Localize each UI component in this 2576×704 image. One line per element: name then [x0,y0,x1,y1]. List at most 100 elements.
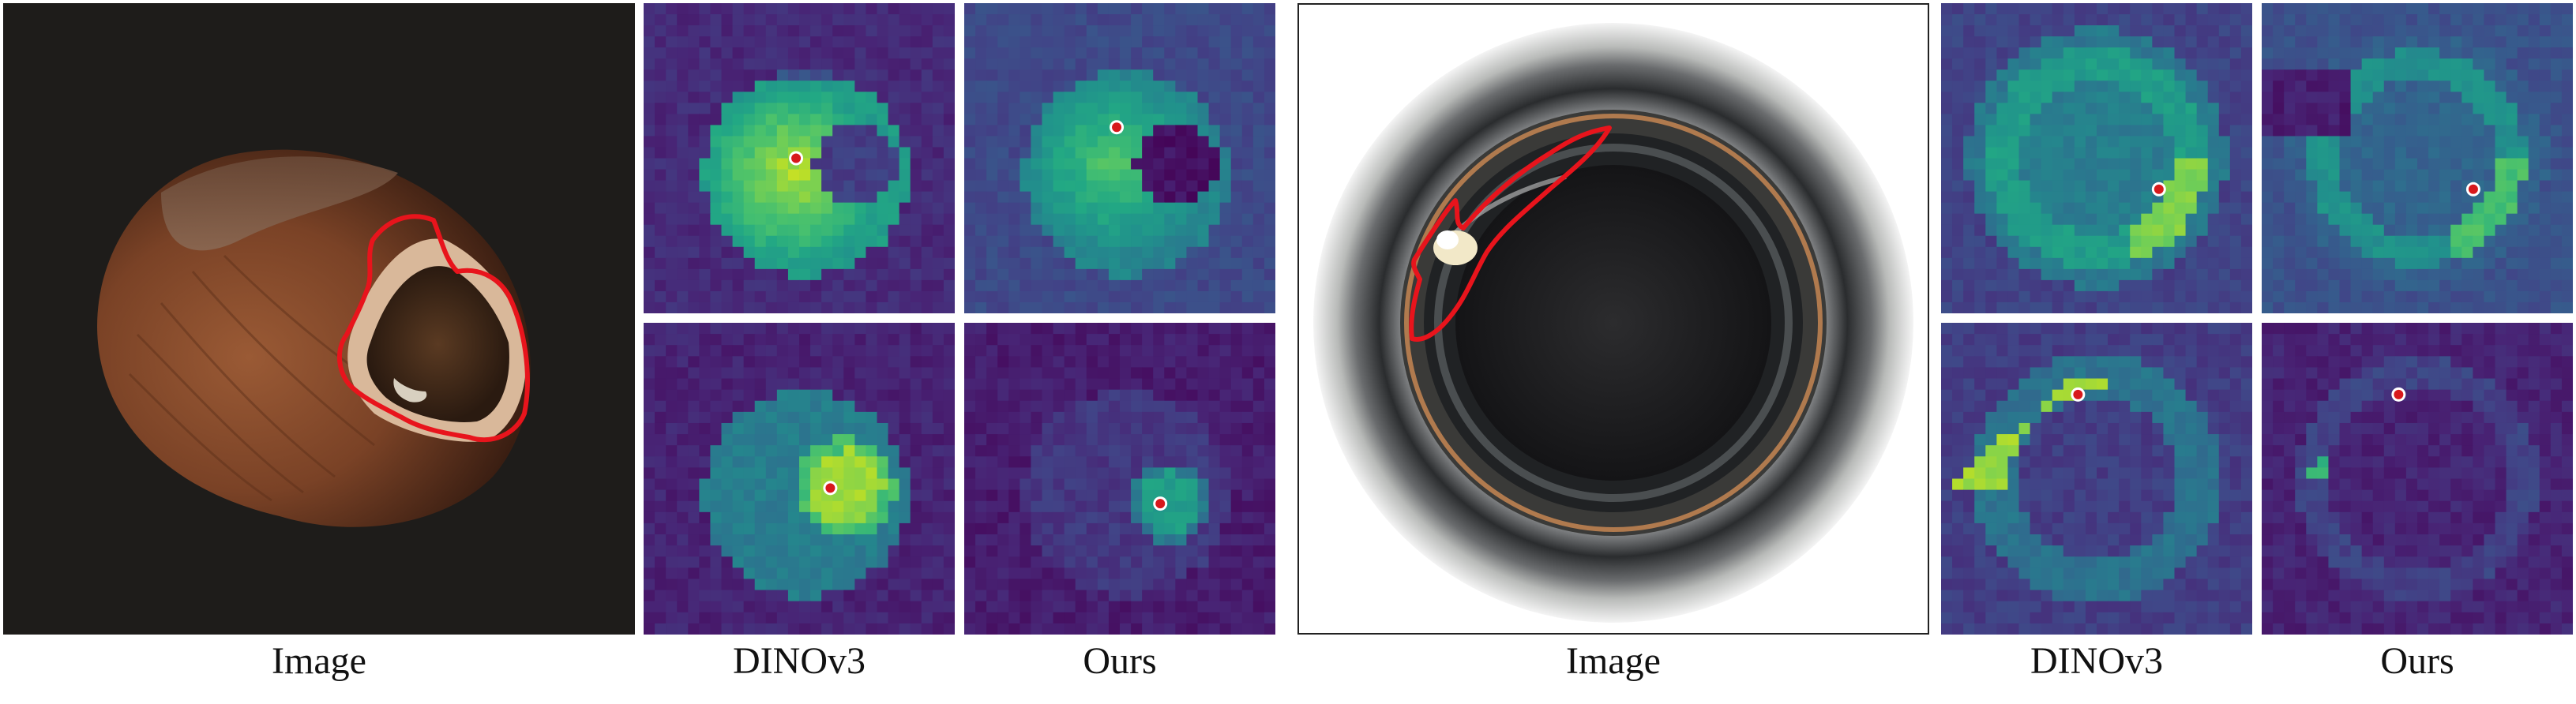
heatmap-cell [2196,25,2209,37]
heatmap-cell [1031,213,1043,226]
heatmap-cell [1264,191,1275,204]
heatmap-cell [776,246,789,259]
heatmap-cell [2372,290,2385,303]
heatmap-cell [2495,235,2507,248]
heatmap-cell [832,400,844,413]
heatmap-cell [2262,36,2274,48]
heatmap-cell [2141,25,2153,37]
heatmap-cell [2130,400,2142,413]
heatmap-cell [666,323,678,335]
heatmap-cell [1064,246,1076,259]
heatmap-cell [2361,224,2374,237]
heatmap-cell [644,202,655,215]
heatmap-cell [832,601,844,613]
query-point [825,483,836,493]
heatmap-cell [2174,69,2187,81]
heatmap-cell [2517,180,2529,193]
heatmap-cell [2339,103,2352,114]
heatmap-cell [1008,213,1020,226]
heatmap-cell [2561,268,2573,281]
heatmap-cell [1031,545,1043,557]
heatmap-cell [1941,345,1953,357]
heatmap-cell [2394,257,2407,270]
heatmap-cell [2074,400,2086,413]
heatmap-cell [1197,601,1210,613]
heatmap-cell [1164,169,1176,182]
heatmap-cell [1086,367,1098,380]
heatmap-cell [1952,47,1964,59]
heatmap-cell [810,623,822,635]
heatmap-cell [1086,180,1098,193]
heatmap-cell [1064,103,1076,114]
heatmap-cell [854,534,867,546]
heatmap-cell [1008,25,1020,37]
heatmap-cell [2130,147,2142,159]
heatmap-cell [787,489,800,502]
heatmap-cell [1031,47,1043,59]
heatmap-cell [2450,180,2462,193]
heatmap-cell [932,489,944,502]
heatmap-cell [2372,202,2385,215]
heatmap-cell [1985,367,1997,380]
heatmap-cell [2394,301,2407,313]
heatmap-cell [1963,400,1975,413]
heatmap-cell [2539,92,2552,103]
heatmap-cell [888,378,900,391]
heatmap-cell [1053,489,1065,502]
heatmap-cell [2417,14,2429,26]
heatmap-cell [1219,58,1232,70]
heatmap-cell [1219,534,1232,546]
heatmap-cell [2174,136,2187,148]
heatmap-cell [799,601,811,613]
heatmap-cell [666,400,678,413]
heatmap-cell [1175,378,1188,391]
heatmap-cell [1241,522,1254,535]
heatmap-cell [2052,114,2064,125]
heatmap-cell [2306,36,2318,48]
heatmap-cell [2052,301,2064,313]
heatmap-cell [1996,202,2009,215]
heatmap-cell [2495,301,2507,313]
heatmap-cell [1252,567,1265,580]
heatmap-cell [1042,467,1054,480]
heatmap-cell [899,290,911,303]
heatmap-cell [1020,268,1032,281]
heatmap-cell [1153,58,1165,70]
heatmap-cell [2450,14,2462,26]
heatmap-cell [843,158,855,170]
heatmap-cell [1164,92,1176,103]
heatmap-cell [765,268,778,281]
heatmap-cell [799,36,811,48]
heatmap-cell [710,58,723,70]
heatmap-cell [1985,422,1997,435]
heatmap-cell [964,456,976,468]
heatmap-cell [932,323,944,335]
heatmap-cell [1020,103,1032,114]
heatmap-cell [1996,125,2009,137]
heatmap-cell [1264,14,1275,26]
heatmap-cell [899,378,911,391]
heatmap-cell [743,246,756,259]
heatmap-cell [1120,202,1132,215]
heatmap-cell [2417,25,2429,37]
heatmap-cell [644,36,655,48]
heatmap-cell [1208,389,1221,402]
heatmap-cell [1142,58,1154,70]
heatmap-cell [997,3,1009,15]
heatmap-cell [888,422,900,435]
heatmap-cell [1219,25,1232,37]
heatmap-cell [1175,224,1188,237]
heatmap-cell [2417,213,2429,226]
heatmap-cell [1120,180,1132,193]
heatmap-cell [2461,158,2473,170]
heatmap-cell [975,511,987,524]
heatmap-cell [986,191,998,204]
heatmap-cell [2130,103,2142,114]
heatmap-cell [943,92,955,103]
heatmap-cell [997,445,1009,457]
heatmap-cell [1042,534,1054,546]
heatmap-cell [666,180,678,193]
heatmap-cell [1031,301,1043,313]
heatmap-cell [2295,25,2307,37]
heatmap-cell [2007,257,2020,270]
